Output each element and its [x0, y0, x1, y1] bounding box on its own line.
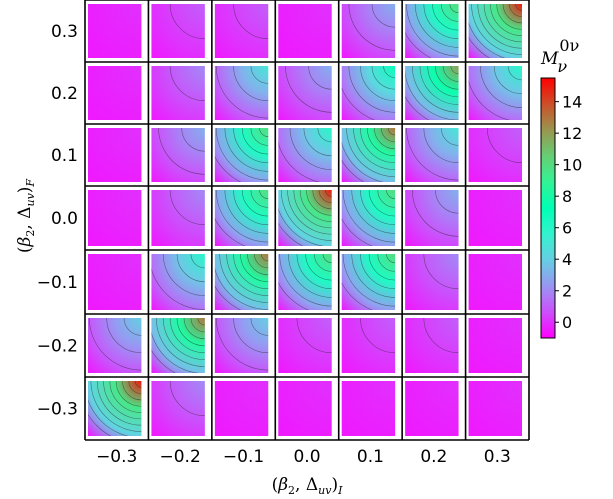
heatmap-cell [278, 128, 332, 182]
colorbar-tick-label: 6 [562, 219, 572, 238]
y-tick-label: 0.1 [51, 146, 78, 166]
heatmap-cell [278, 4, 332, 58]
heatmap-cell [151, 190, 205, 246]
heatmap-cell [468, 318, 522, 373]
x-tick-label: 0.0 [293, 447, 320, 467]
heatmap-cell [88, 318, 142, 373]
colorbar-tick-label: 12 [562, 124, 582, 143]
x-tick-label: −0.3 [96, 447, 137, 467]
heatmap-cell [214, 254, 269, 310]
heatmap-cell [468, 66, 523, 120]
colorbar-tick-label: 4 [562, 250, 572, 269]
colorbar-tick-label: 0 [562, 313, 572, 332]
heatmap-cell [405, 4, 459, 58]
grid-lines [84, 0, 530, 441]
heatmap-cell [405, 66, 459, 120]
heatmap-cell [278, 254, 332, 310]
heatmap-cell [151, 381, 205, 436]
heatmap-cell [341, 381, 396, 436]
heatmap-cell [151, 66, 205, 120]
heatmap-cell [468, 190, 522, 246]
y-axis-label: (β2, Δuv)F [15, 179, 37, 254]
heatmap-cell [278, 381, 332, 436]
heatmap-cell [151, 128, 205, 182]
heatmap-cell [341, 254, 396, 310]
x-tick-label: 0.2 [420, 447, 447, 467]
heatmap-cell [341, 190, 396, 246]
heatmap-cell [88, 254, 142, 310]
x-tick-label: −0.1 [223, 447, 264, 467]
heatmap-cell [341, 128, 396, 182]
tick-labels: −0.3 −0.2 −0.1 0.0 0.1 0.2 0.3 0.3 0.2 0.1 0.0 −0.1… [37, 22, 511, 467]
heatmap-cell [278, 318, 332, 373]
x-tick-label: −0.2 [160, 447, 201, 467]
x-axis-label: (β2, Δuv)I [272, 475, 344, 497]
heatmap-cell [214, 318, 269, 373]
heatmap-cell [405, 381, 459, 436]
heatmap-cell [468, 254, 522, 310]
colorbar-tick-label: 2 [562, 282, 572, 301]
y-tick-label: −0.3 [37, 400, 78, 420]
heatmap-cell [88, 190, 142, 246]
x-tick-label: 0.1 [357, 447, 384, 467]
heatmap-cell [341, 4, 396, 58]
y-tick-label: −0.1 [37, 273, 78, 293]
heatmap-cell [88, 128, 142, 182]
y-tick-label: −0.2 [37, 337, 78, 357]
heatmap-cell [88, 66, 142, 120]
heatmap-cell [405, 254, 459, 310]
heatmap-cell [405, 190, 459, 246]
heatmap-cell [214, 4, 269, 58]
heatmap-cell [88, 381, 142, 436]
heatmap-cell [214, 381, 269, 436]
heatmap-cell [214, 128, 269, 182]
heatmap-cell [151, 254, 205, 310]
heatmap-cell [151, 318, 205, 373]
heatmap-cell [341, 318, 396, 373]
y-tick-label: 0.0 [51, 209, 78, 229]
heatmap-cell [468, 128, 523, 182]
heatmap-cell [468, 4, 523, 58]
colorbar-tick-label: 8 [562, 187, 572, 206]
heatmap-cell [88, 4, 142, 58]
heatmap-cell [405, 128, 459, 182]
heatmap-cells [88, 4, 523, 436]
colorbar-label: M0ν ν [540, 36, 579, 76]
heatmap-cell [278, 190, 332, 246]
colorbar-tick-label: 10 [562, 156, 582, 175]
heatmap-cell [214, 190, 269, 246]
y-tick-label: 0.3 [51, 22, 78, 42]
colorbar: 0 2 4 6 8 10 12 14 [540, 77, 582, 339]
colorbar-gradient [540, 77, 556, 339]
x-tick-label: 0.3 [484, 447, 511, 467]
y-tick-label: 0.2 [51, 84, 78, 104]
heatmap-cell [468, 381, 522, 436]
heatmap-cell [405, 318, 459, 373]
heatmap-cell [278, 66, 332, 120]
heatmap-cell [341, 66, 396, 120]
heatmap-cell [214, 66, 269, 120]
heatmap-cell [151, 4, 205, 58]
colorbar-tick-label: 14 [562, 93, 582, 112]
